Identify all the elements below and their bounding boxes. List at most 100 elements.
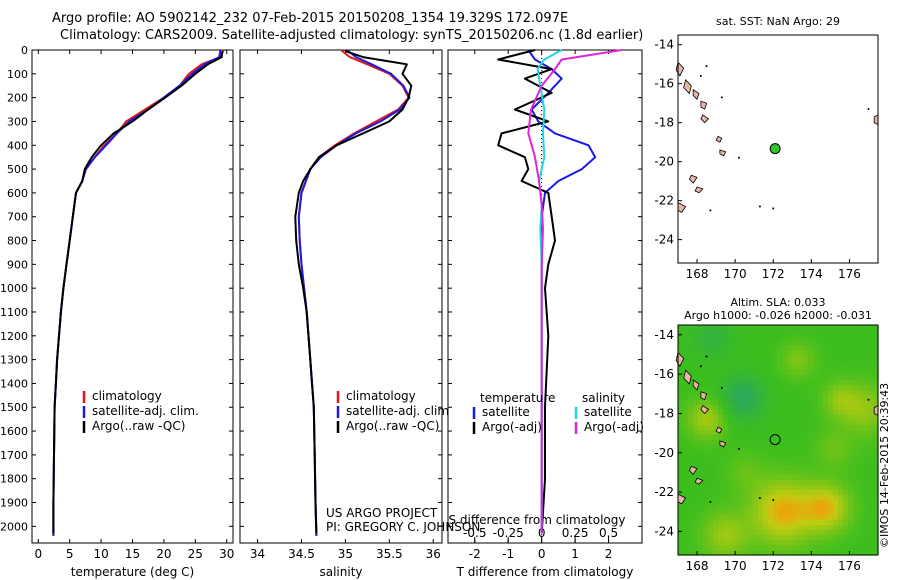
sla-cell [788, 370, 794, 376]
sla-cell [863, 535, 869, 541]
sla-cell [723, 365, 729, 371]
sla-cell [723, 520, 729, 526]
island-shape [683, 369, 692, 385]
sla-cell [698, 495, 704, 501]
sla-cell [733, 505, 739, 511]
sla-cell [778, 375, 784, 381]
sla-cell [678, 375, 684, 381]
sla-cell [833, 530, 839, 536]
sla-cell [863, 330, 869, 336]
sla-cell [753, 345, 759, 351]
sla-cell [848, 505, 854, 511]
legend-header-temperature: temperature [480, 391, 555, 405]
sla-cell [758, 350, 764, 356]
legend-label: satellite [482, 405, 530, 419]
sla-cell [738, 495, 744, 501]
sla-cell [688, 335, 694, 341]
sla-cell [833, 470, 839, 476]
sla-cell [818, 545, 824, 551]
sla-cell [708, 435, 714, 441]
sla-cell [773, 475, 779, 481]
sla-cell [683, 435, 689, 441]
sla-cell [818, 495, 824, 501]
sla-cell [813, 355, 819, 361]
sla-cell [808, 430, 814, 436]
sla-cell [853, 370, 859, 376]
sla-cell [683, 415, 689, 421]
sla-cell [733, 350, 739, 356]
sla-cell [728, 460, 734, 466]
sla-cell [798, 355, 804, 361]
sla-cell [758, 465, 764, 471]
sla-cell [828, 415, 834, 421]
sla-cell [733, 545, 739, 551]
sla-cell [748, 450, 754, 456]
sla-cell [863, 380, 869, 386]
sla-cell [848, 470, 854, 476]
sla-cell [853, 490, 859, 496]
sla-cell [813, 470, 819, 476]
sla-cell [873, 365, 879, 371]
sla-cell [768, 535, 774, 541]
sla-cell [778, 410, 784, 416]
sla-cell [793, 455, 799, 461]
sla-cell [753, 470, 759, 476]
sla-cell [718, 360, 724, 366]
sla-cell [793, 525, 799, 531]
sla-cell [763, 465, 769, 471]
sla-cell [778, 420, 784, 426]
sla-cell [798, 475, 804, 481]
sla-cell [738, 360, 744, 366]
sla-cell [723, 370, 729, 376]
sla-cell [833, 475, 839, 481]
sla-cell [698, 520, 704, 526]
sla-cell [778, 415, 784, 421]
sla-cell [848, 465, 854, 471]
sla-cell [808, 470, 814, 476]
sla-cell [848, 360, 854, 366]
sla-cell [748, 545, 754, 551]
sla-cell [773, 470, 779, 476]
sla-cell [683, 545, 689, 551]
sla-cell [718, 400, 724, 406]
sla-cell [723, 470, 729, 476]
sla-cell [863, 515, 869, 521]
sla-cell [868, 465, 874, 471]
sla-cell [773, 380, 779, 386]
sla-cell [753, 430, 759, 436]
sla-cell [823, 550, 829, 556]
sla-cell [728, 390, 734, 396]
sla-cell [868, 355, 874, 361]
sla-cell [773, 345, 779, 351]
sla-cell [798, 330, 804, 336]
sla-cell [858, 405, 864, 411]
sla-cell [848, 510, 854, 516]
sla-cell [853, 430, 859, 436]
sla-cell [708, 415, 714, 421]
sla-cell [738, 350, 744, 356]
sla-cell [798, 535, 804, 541]
sla-cell [738, 545, 744, 551]
sla-cell [843, 520, 849, 526]
sla-cell [863, 460, 869, 466]
reef-dot [709, 500, 712, 503]
sla-cell [803, 505, 809, 511]
sla-cell [863, 425, 869, 431]
sla-cell [818, 440, 824, 446]
x-tick-label: 30 [219, 547, 234, 561]
sla-cell [793, 485, 799, 491]
sla-cell [873, 350, 879, 356]
sla-cell [873, 500, 879, 506]
sla-cell [848, 420, 854, 426]
sla-cell [723, 445, 729, 451]
sla-cell [833, 335, 839, 341]
sla-cell [768, 380, 774, 386]
sla-cell [868, 365, 874, 371]
sla-cell [708, 360, 714, 366]
sla-cell [743, 535, 749, 541]
x-tick-label: 36 [426, 547, 441, 561]
sla-cell [863, 375, 869, 381]
sla-cell [713, 515, 719, 521]
sla-cell [743, 325, 749, 331]
sla-cell [733, 430, 739, 436]
